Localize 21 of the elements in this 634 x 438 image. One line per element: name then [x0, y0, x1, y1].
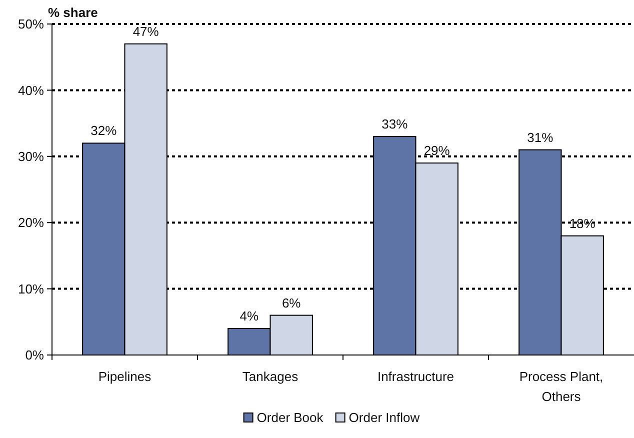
- data-label: 31%: [527, 130, 554, 145]
- x-tick-label: Pipelines: [98, 369, 152, 384]
- y-tick-label: 30%: [18, 148, 44, 164]
- y-tick-label: 10%: [18, 281, 44, 296]
- data-label: 18%: [569, 216, 596, 231]
- data-label: 32%: [90, 123, 118, 138]
- y-axis-title: % share: [48, 5, 98, 20]
- data-label: 29%: [424, 143, 450, 158]
- data-label: 6%: [282, 295, 302, 310]
- y-tick-label: 40%: [18, 82, 44, 98]
- y-tick-label: 0%: [25, 348, 44, 363]
- legend-label: Order Inflow: [348, 410, 420, 425]
- y-tick-label: 50%: [18, 16, 44, 32]
- data-label: 4%: [240, 308, 259, 324]
- legend-label: Order Book: [256, 410, 324, 425]
- x-tick-label: Tankages: [242, 369, 299, 384]
- y-tick-label: 20%: [18, 215, 44, 230]
- data-label: 33%: [382, 116, 408, 132]
- x-tick-label: Process Plant, Others: [519, 369, 604, 404]
- x-tick-label: Infrastructure: [377, 369, 454, 384]
- data-label: 47%: [132, 24, 160, 39]
